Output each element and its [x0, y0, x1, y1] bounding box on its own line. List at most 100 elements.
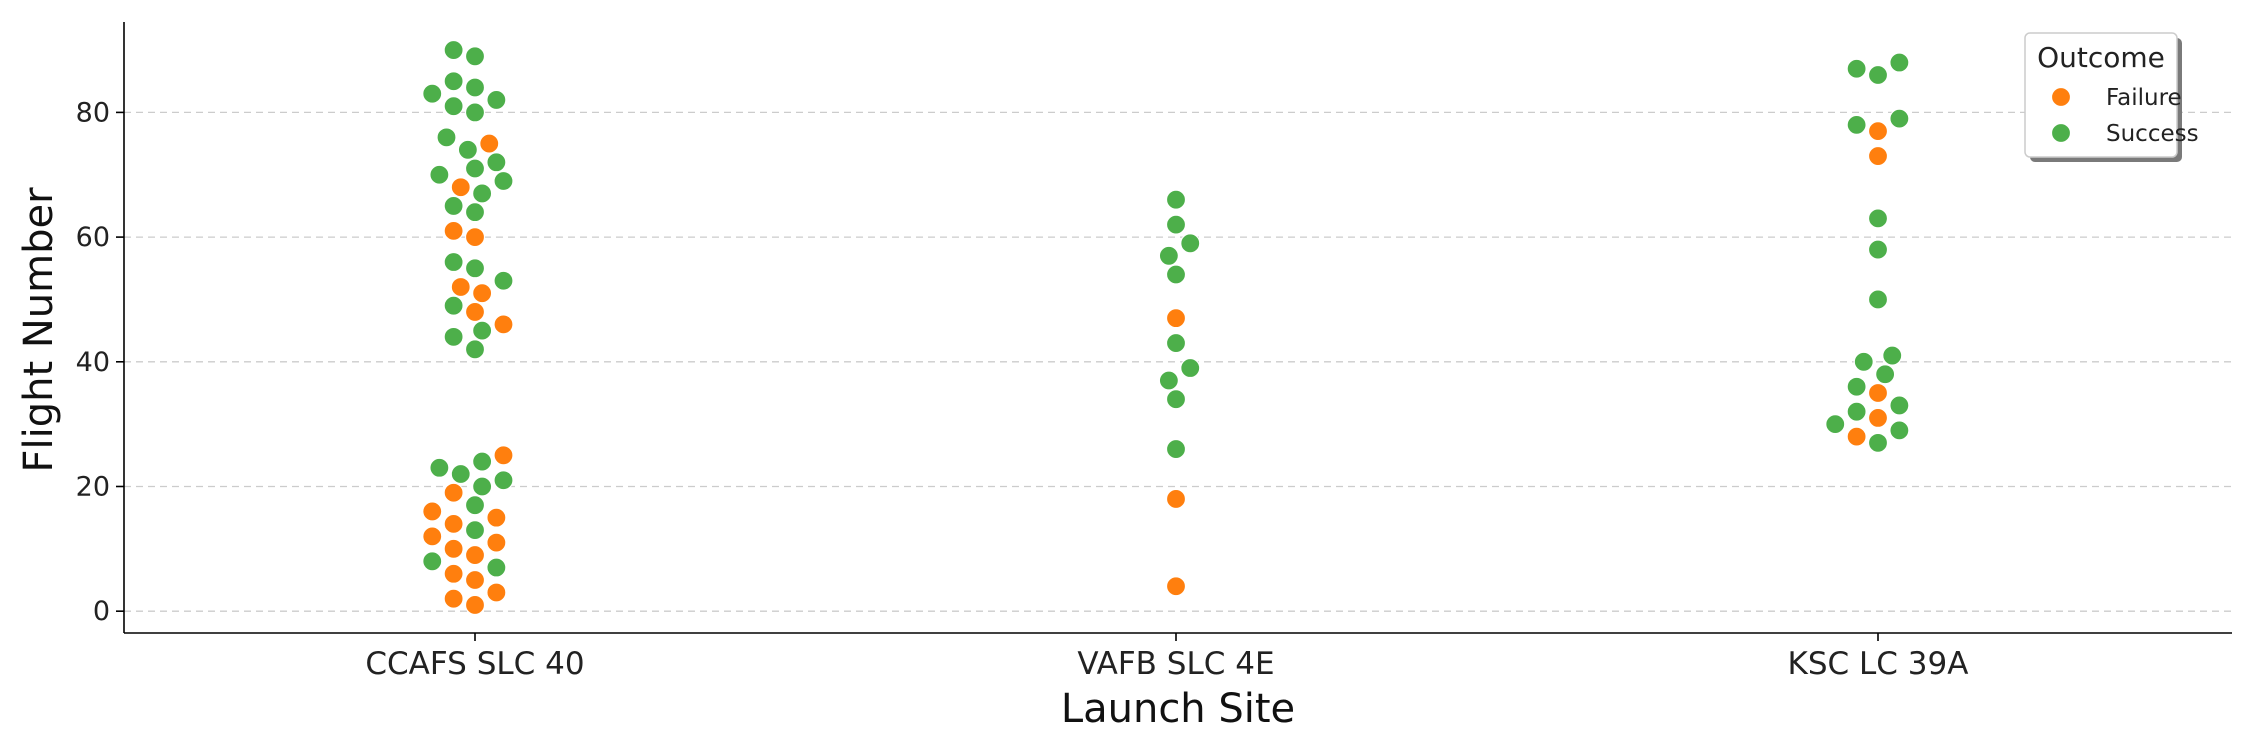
- y-axis-title: Flight Number: [16, 187, 62, 473]
- y-tick-label: 0: [93, 596, 110, 627]
- point-success-flight-42: [464, 339, 486, 360]
- point-success-flight-20: [472, 476, 493, 497]
- point-success-flight-65: [443, 195, 464, 217]
- point-failure-flight-28: [1846, 426, 1867, 447]
- point-failure-flight-60: [464, 226, 486, 248]
- point-success-flight-34: [1165, 389, 1187, 410]
- legend-title: Outcome: [2037, 41, 2165, 74]
- point-success-flight-13: [464, 520, 486, 541]
- point-failure-flight-77: [1867, 121, 1889, 142]
- point-failure-flight-18: [1165, 488, 1187, 510]
- point-success-flight-21: [493, 470, 514, 491]
- point-failure-flight-16: [422, 501, 443, 522]
- point-success-flight-88: [1889, 52, 1910, 73]
- point-success-flight-69: [493, 170, 514, 192]
- point-failure-flight-2: [443, 588, 464, 609]
- point-success-flight-64: [464, 202, 486, 223]
- point-success-flight-74: [457, 139, 478, 160]
- point-failure-flight-6: [443, 563, 464, 584]
- point-failure-flight-51: [472, 283, 493, 304]
- point-success-flight-78: [1846, 114, 1867, 135]
- point-success-flight-87: [1846, 58, 1867, 79]
- point-success-flight-66: [1165, 189, 1187, 210]
- legend-marker-success: [2050, 122, 2072, 144]
- data-points: [422, 39, 1910, 616]
- point-success-flight-57: [1158, 245, 1179, 266]
- point-success-flight-41: [1882, 345, 1903, 366]
- point-success-flight-62: [1165, 214, 1187, 235]
- point-success-flight-26: [1165, 438, 1187, 460]
- point-success-flight-83: [422, 83, 443, 104]
- point-success-flight-29: [1889, 420, 1910, 441]
- point-success-flight-53: [493, 270, 514, 291]
- x-tick-label: KSC LC 39A: [1788, 646, 1969, 682]
- point-failure-flight-52: [450, 276, 471, 298]
- point-success-flight-63: [1867, 208, 1889, 229]
- point-success-flight-39: [1180, 357, 1201, 379]
- point-success-flight-43: [1165, 332, 1187, 354]
- point-success-flight-58: [1867, 239, 1889, 260]
- point-success-flight-50: [1867, 289, 1889, 310]
- y-tick-label: 40: [76, 347, 110, 378]
- point-success-flight-71: [464, 158, 486, 179]
- point-success-flight-59: [1180, 233, 1201, 254]
- point-success-flight-80: [464, 102, 486, 123]
- point-success-flight-85: [443, 71, 464, 92]
- legend-label-success: Success: [2106, 121, 2199, 147]
- point-success-flight-84: [464, 77, 486, 98]
- y-tick-label: 60: [76, 222, 110, 253]
- point-success-flight-76: [436, 127, 457, 148]
- point-success-flight-86: [1867, 64, 1889, 86]
- point-success-flight-24: [472, 451, 493, 472]
- point-success-flight-33: [1889, 395, 1910, 416]
- point-success-flight-89: [464, 46, 486, 67]
- point-failure-flight-47: [1165, 308, 1187, 329]
- point-failure-flight-61: [443, 220, 464, 241]
- point-success-flight-49: [443, 295, 464, 316]
- point-failure-flight-11: [486, 532, 507, 553]
- point-success-flight-54: [1165, 264, 1187, 285]
- x-tick-label: CCAFS SLC 40: [365, 646, 584, 682]
- x-tick-label: VAFB SLC 4E: [1077, 646, 1274, 682]
- point-success-flight-17: [464, 495, 486, 516]
- point-failure-flight-25: [493, 445, 514, 466]
- point-success-flight-36: [1846, 376, 1867, 397]
- point-failure-flight-10: [443, 538, 464, 559]
- point-success-flight-72: [486, 152, 507, 173]
- point-failure-flight-14: [443, 513, 464, 534]
- point-success-flight-30: [1825, 414, 1846, 435]
- point-success-flight-38: [1875, 364, 1896, 385]
- point-success-flight-23: [429, 457, 450, 478]
- point-failure-flight-15: [486, 507, 507, 528]
- x-axis-title: Launch Site: [1061, 686, 1295, 732]
- point-success-flight-8: [422, 551, 443, 572]
- point-success-flight-90: [443, 39, 464, 61]
- x-ticks: CCAFS SLC 40 VAFB SLC 4E KSC LC 39A: [365, 633, 1968, 682]
- point-failure-flight-48: [464, 301, 486, 323]
- y-ticks: 0 20 40 60 80: [76, 97, 124, 627]
- point-success-flight-32: [1846, 401, 1867, 422]
- legend-entries: Failure Success: [2050, 85, 2199, 147]
- point-success-flight-22: [450, 463, 471, 485]
- point-failure-flight-73: [1867, 145, 1889, 167]
- point-failure-flight-19: [443, 482, 464, 503]
- point-success-flight-81: [443, 96, 464, 117]
- point-failure-flight-75: [479, 133, 500, 154]
- point-failure-flight-68: [450, 177, 471, 198]
- point-failure-flight-1: [464, 594, 486, 616]
- point-success-flight-56: [443, 251, 464, 273]
- point-success-flight-7: [486, 557, 507, 578]
- point-failure-flight-9: [464, 544, 486, 566]
- legend: Outcome Failure Success: [2024, 32, 2199, 162]
- y-tick-label: 80: [76, 97, 110, 128]
- point-failure-flight-35: [1867, 382, 1889, 404]
- point-failure-flight-3: [486, 582, 507, 603]
- point-failure-flight-31: [1867, 407, 1889, 429]
- point-success-flight-67: [472, 183, 493, 204]
- y-tick-label: 20: [76, 471, 110, 502]
- point-success-flight-55: [464, 258, 486, 279]
- point-success-flight-79: [1889, 108, 1910, 129]
- point-failure-flight-12: [422, 526, 443, 547]
